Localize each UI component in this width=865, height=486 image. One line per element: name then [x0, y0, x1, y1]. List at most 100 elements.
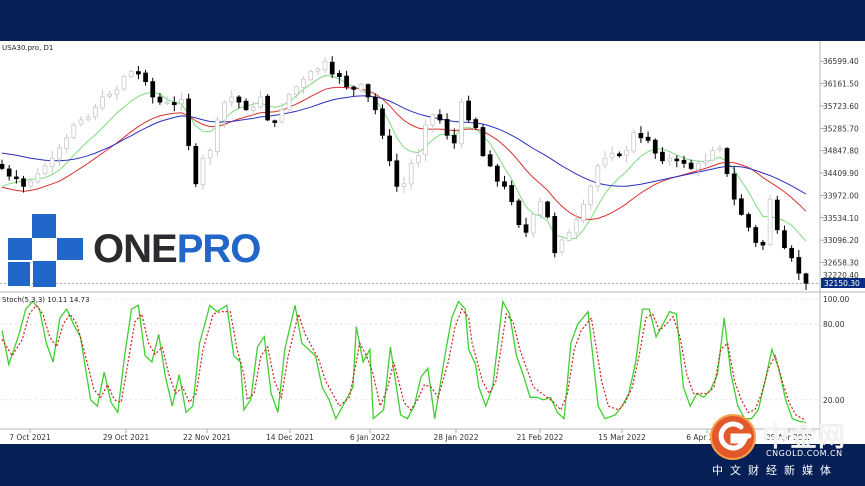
bear-candle	[451, 134, 457, 144]
bear-candle	[337, 73, 342, 77]
bull-candle	[64, 137, 69, 150]
bull-candle	[222, 101, 227, 121]
bear-candle	[150, 81, 156, 98]
date-tick-label: 22 Nov 2021	[183, 433, 231, 442]
bull-candle	[28, 180, 34, 187]
bull-candle	[128, 71, 134, 78]
bull-candle	[164, 101, 170, 104]
bull-candle	[602, 157, 608, 166]
stoch-k-line	[1, 299, 807, 424]
bear-candle	[545, 201, 550, 218]
axes: 36599.40 36161.50 35723.60 35285.70 34847.80…	[9, 57, 859, 442]
bull-candle	[767, 198, 773, 246]
bull-candle	[358, 83, 364, 91]
bull-candle	[322, 60, 328, 71]
bull-candle	[559, 239, 565, 253]
price-tick-label: 35285.70	[823, 124, 859, 133]
date-tick-label: 6 Apr 2022	[686, 433, 728, 442]
bear-candle	[372, 96, 378, 111]
bear-candle	[652, 139, 658, 154]
bull-candle	[710, 150, 716, 161]
date-tick-label: 21 Feb 2022	[517, 433, 564, 442]
bull-candle	[207, 150, 213, 159]
bull-candle	[250, 106, 256, 111]
date-tick-label: 14 Dec 2021	[266, 433, 314, 442]
price-tick-label: 34409.90	[823, 169, 859, 178]
bull-candle	[631, 132, 637, 152]
symbol-label: USA30.pro, D1	[2, 44, 53, 52]
bear-candle	[688, 162, 694, 169]
bull-candle	[92, 106, 98, 118]
price-tick-label: 33096.20	[823, 236, 859, 245]
bull-candle	[401, 183, 407, 187]
bull-candle	[293, 86, 299, 95]
bull-candle	[315, 68, 321, 72]
bear-candle	[782, 230, 787, 248]
bull-candle	[85, 116, 91, 121]
bull-candle	[538, 201, 543, 216]
bear-candle	[739, 198, 744, 215]
bull-candle	[258, 96, 263, 108]
date-tick-label: 29 Oct 2021	[103, 433, 150, 442]
bull-candle	[609, 152, 615, 158]
bull-candle	[100, 96, 105, 109]
bull-candle	[200, 157, 206, 185]
price-tick-label: 33972.00	[823, 191, 859, 200]
bear-candle	[796, 257, 802, 274]
bull-candle	[566, 231, 572, 241]
date-tick-label: 28 Apr 2022	[766, 433, 813, 442]
bear-candle	[480, 127, 486, 157]
bear-candle	[387, 135, 392, 162]
bear-candle	[674, 158, 680, 162]
stoch-tick-label: 20.00	[823, 396, 845, 405]
trading-chart: 36599.40 36161.50 35723.60 35285.70 34847.80…	[0, 41, 865, 444]
price-tick-label: 34847.80	[823, 147, 859, 156]
bull-candle	[49, 157, 55, 168]
bull-candle	[57, 147, 62, 160]
bear-candle	[265, 95, 270, 121]
bull-candle	[430, 114, 436, 126]
bear-candle	[487, 154, 493, 167]
bull-candle	[229, 96, 235, 103]
current-price-label: 32150.30	[824, 279, 860, 288]
logo-text-pro: PRO	[176, 227, 262, 271]
bull-candle	[695, 162, 701, 170]
date-tick-label: 28 Jan 2022	[434, 433, 479, 442]
bull-candle	[215, 119, 220, 152]
bear-candle	[186, 98, 191, 146]
bear-candle	[193, 146, 199, 185]
stoch-tick-label: 80.00	[823, 320, 845, 329]
bull-candle	[573, 219, 579, 234]
cngold-subtitle: 中文财经新媒体	[712, 464, 838, 477]
bear-candle	[724, 148, 730, 174]
bear-candle	[746, 214, 751, 228]
bull-candle	[42, 165, 48, 174]
bull-candle	[286, 94, 292, 111]
stoch-tick-label: 100.00	[823, 295, 849, 304]
bull-candle	[423, 124, 428, 156]
price-tick-label: 33534.10	[823, 214, 859, 223]
price-tick-label: 32658.30	[823, 258, 859, 267]
bear-candle	[0, 163, 5, 169]
bull-candle	[301, 78, 306, 88]
price-tick-label: 36161.50	[823, 80, 859, 89]
cngold-url: CNGOLD.COM.CN	[766, 449, 843, 458]
stochastic-panel	[1, 299, 807, 424]
bear-candle	[502, 181, 507, 187]
bull-candle	[581, 203, 586, 221]
bear-candle	[681, 159, 687, 164]
price-tick-label: 35723.60	[823, 102, 859, 111]
bull-candle	[459, 101, 464, 145]
bear-candle	[236, 96, 242, 103]
logo-text-one: ONE	[93, 227, 178, 271]
bear-candle	[760, 241, 766, 246]
bear-candle	[731, 173, 737, 200]
candles	[0, 56, 809, 290]
bull-candle	[179, 99, 184, 105]
bull-candle	[308, 71, 314, 81]
bear-candle	[6, 168, 12, 177]
bear-candle	[473, 119, 479, 128]
onepro-wordmark: ONEPRO	[93, 227, 262, 272]
bull-candle	[530, 214, 536, 234]
